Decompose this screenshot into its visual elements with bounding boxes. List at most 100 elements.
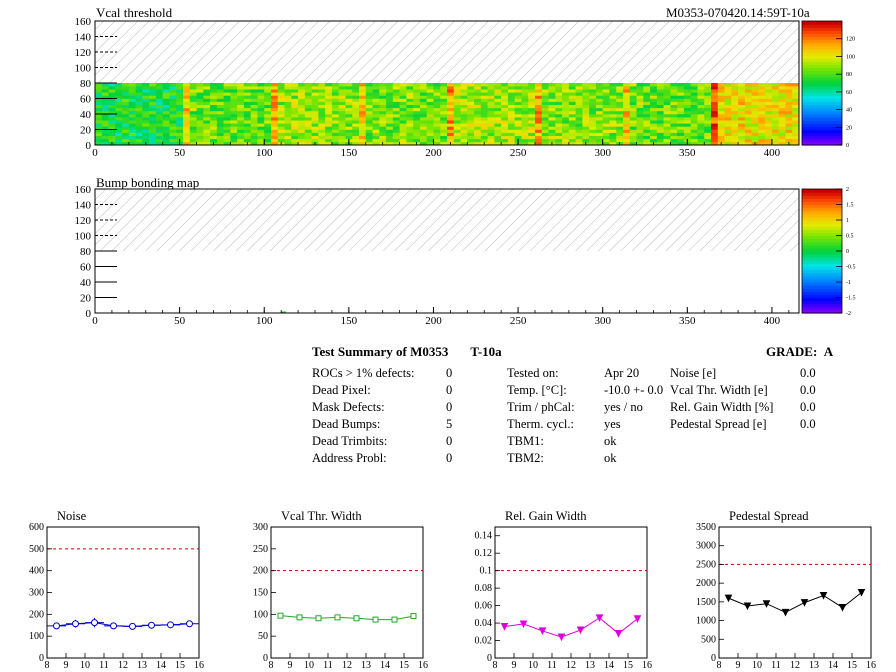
heatmap-cell: [568, 138, 576, 143]
heatmap-cell: [744, 101, 752, 105]
heatmap-cell: [108, 117, 116, 121]
heatmap-cell: [724, 101, 732, 105]
summary-value: 0.0: [800, 400, 816, 414]
heatmap-cell: [758, 95, 766, 99]
heatmap-cell: [568, 104, 576, 109]
heatmap-cell: [711, 117, 719, 121]
heatmap-cell: [643, 101, 651, 105]
heatmap-cell: [419, 120, 427, 124]
summary-value: 0.0: [800, 383, 816, 397]
heatmap-cell: [426, 129, 434, 133]
heatmap-cell: [413, 107, 421, 112]
heatmap-cell: [122, 89, 130, 93]
heatmap-cell: [298, 141, 306, 146]
x-tick-label: 12: [790, 660, 800, 671]
heatmap-cell: [386, 132, 394, 136]
heatmap-cell: [352, 141, 360, 146]
colorbar-segment: [802, 254, 842, 258]
heatmap-cell: [392, 132, 400, 136]
heatmap-cell: [155, 83, 163, 87]
heatmap-cell: [514, 117, 522, 121]
heatmap-cell: [535, 126, 543, 130]
heatmap-cell: [135, 129, 143, 133]
heatmap-cell: [724, 95, 732, 99]
heatmap-cell: [575, 135, 583, 140]
heatmap-cell: [792, 101, 800, 105]
heatmap-cell: [250, 120, 258, 124]
heatmap-cell: [447, 83, 455, 87]
heatmap-cell: [731, 135, 739, 140]
heatmap-cell: [413, 129, 421, 133]
heatmap-cell: [149, 95, 157, 99]
heatmap-cell: [731, 83, 739, 87]
heatmap-cell: [433, 98, 441, 102]
heatmap-cell: [562, 126, 570, 130]
heatmap-cell: [778, 110, 786, 115]
heatmap-cell: [758, 101, 766, 105]
heatmap-cell: [541, 114, 549, 118]
heatmap-cell: [724, 83, 732, 87]
heatmap-cell: [521, 114, 529, 118]
colorbar-segment: [802, 269, 842, 274]
heatmap-cell: [183, 92, 191, 96]
heatmap-cell: [521, 83, 529, 87]
heatmap-cell: [697, 110, 705, 115]
heatmap-cell: [115, 123, 123, 127]
heatmap-cell: [331, 83, 339, 87]
heatmap-cell: [487, 114, 495, 118]
heatmap-cell: [440, 129, 448, 133]
heatmap-cell: [440, 135, 448, 140]
heatmap-cell: [683, 117, 691, 121]
heatmap-cell: [623, 138, 631, 143]
heatmap-cell: [717, 123, 725, 127]
heatmap-cell: [257, 141, 265, 146]
heatmap-cell: [291, 104, 299, 109]
heatmap-cell: [474, 98, 482, 102]
heatmap-cell: [447, 120, 455, 124]
heatmap-cell: [372, 141, 380, 146]
heatmap-cell: [365, 89, 373, 93]
heatmap-cell: [108, 95, 116, 99]
heatmap-cell: [230, 117, 238, 121]
heatmap-cell: [304, 98, 312, 102]
heatmap-cell: [690, 129, 698, 133]
x-tick-label: 0: [92, 147, 98, 159]
heatmap-cell: [399, 138, 407, 143]
heatmap-cell: [365, 101, 373, 105]
heatmap-cell: [792, 117, 800, 121]
heatmap-cell: [243, 110, 251, 115]
y-tick-label: 40: [80, 109, 92, 121]
heatmap-cell: [677, 120, 685, 124]
heatmap-cell: [643, 132, 651, 136]
summary-value: -10.0 +- 0.0: [604, 383, 664, 397]
heatmap-cell: [541, 86, 549, 90]
heatmap-cell: [277, 123, 285, 127]
data-point: [857, 589, 866, 597]
heatmap-cell: [724, 89, 732, 93]
colorbar-segment: [802, 129, 842, 134]
heatmap-cell: [128, 120, 136, 124]
heatmap-cell: [128, 129, 136, 133]
heatmap-cell: [460, 101, 468, 105]
heatmap-cell: [304, 120, 312, 124]
heatmap-cell: [189, 89, 197, 93]
heatmap-cell: [507, 120, 515, 124]
plot-frame: [270, 526, 424, 659]
heatmap-cell: [704, 123, 712, 127]
heatmap-cell: [392, 92, 400, 96]
heatmap-cell: [257, 138, 265, 143]
heatmap-cell: [223, 117, 231, 121]
heatmap-cell: [426, 98, 434, 102]
heatmap-cell: [250, 89, 258, 93]
heatmap-cell: [122, 107, 130, 112]
heatmap-cell: [778, 86, 786, 90]
heatmap-cell: [704, 138, 712, 143]
heatmap-cell: [345, 132, 353, 136]
heatmap-cell: [277, 95, 285, 99]
heatmap-cell: [291, 123, 299, 127]
heatmap-cell: [426, 132, 434, 136]
heatmap-cell: [535, 138, 543, 143]
heatmap-cell: [365, 92, 373, 96]
heatmap-cell: [271, 89, 279, 93]
heatmap-cell: [406, 123, 414, 127]
